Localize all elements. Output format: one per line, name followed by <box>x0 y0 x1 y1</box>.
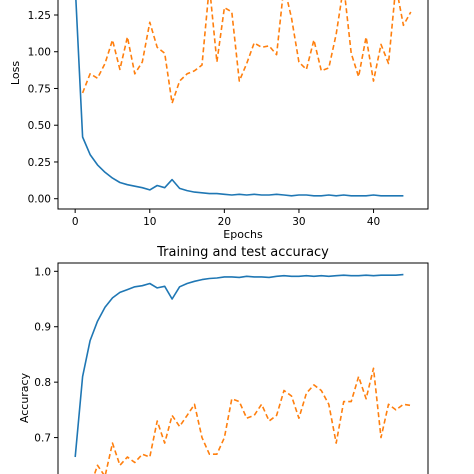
accuracy-marks <box>74 273 411 474</box>
loss-x-tick-label: 40 <box>367 216 380 228</box>
accuracy-plot-frame <box>57 262 429 474</box>
loss-x-tick-label: 30 <box>292 216 305 228</box>
accuracy-y-tick-label: 1.0 <box>34 266 51 278</box>
loss-x-tick-label: 0 <box>72 216 79 228</box>
accuracy-y-axis-label: Accuracy <box>18 372 31 423</box>
loss-y-tick-label: 0.50 <box>28 120 51 132</box>
loss-axes: 0.00 0.25 0.50 0.75 1.00 1.25 0 10 20 30 40 <box>28 10 381 228</box>
accuracy-series-dashed-line <box>93 367 411 474</box>
accuracy-y-tick-label: 0.9 <box>34 322 51 334</box>
loss-marks <box>75 0 412 197</box>
loss-series-dashed-line <box>81 0 412 104</box>
loss-series-solid-line <box>75 0 404 197</box>
loss-y-tick-label: 0.75 <box>28 83 51 95</box>
loss-x-tick-label: 10 <box>143 216 156 228</box>
loss-x-axis-label: Epochs <box>223 228 263 241</box>
accuracy-chart: Training and test accuracy 0.70.80.91.0 … <box>18 245 429 474</box>
loss-chart: 0.00 0.25 0.50 0.75 1.00 1.25 0 10 20 30 40 Epochs… <box>9 0 429 241</box>
loss-y-tick-label: 1.25 <box>28 10 51 22</box>
loss-x-tick-label: 20 <box>218 216 231 228</box>
loss-y-axis-label: Loss <box>9 61 22 85</box>
accuracy-axes: 0.7 0.8 0.9 1.0 <box>34 266 58 445</box>
loss-y-tick-label: 1.00 <box>28 47 51 59</box>
accuracy-series-solid-line <box>74 273 404 458</box>
accuracy-y-tick-label: 0.7 <box>34 433 51 445</box>
loss-y-tick-label: 0.00 <box>28 194 51 206</box>
accuracy-y-tick-label: 0.8 <box>34 377 51 389</box>
accuracy-chart-title: Training and test accuracy <box>156 245 329 260</box>
loss-plot-frame <box>57 0 429 210</box>
loss-y-tick-label: 0.25 <box>28 157 51 169</box>
